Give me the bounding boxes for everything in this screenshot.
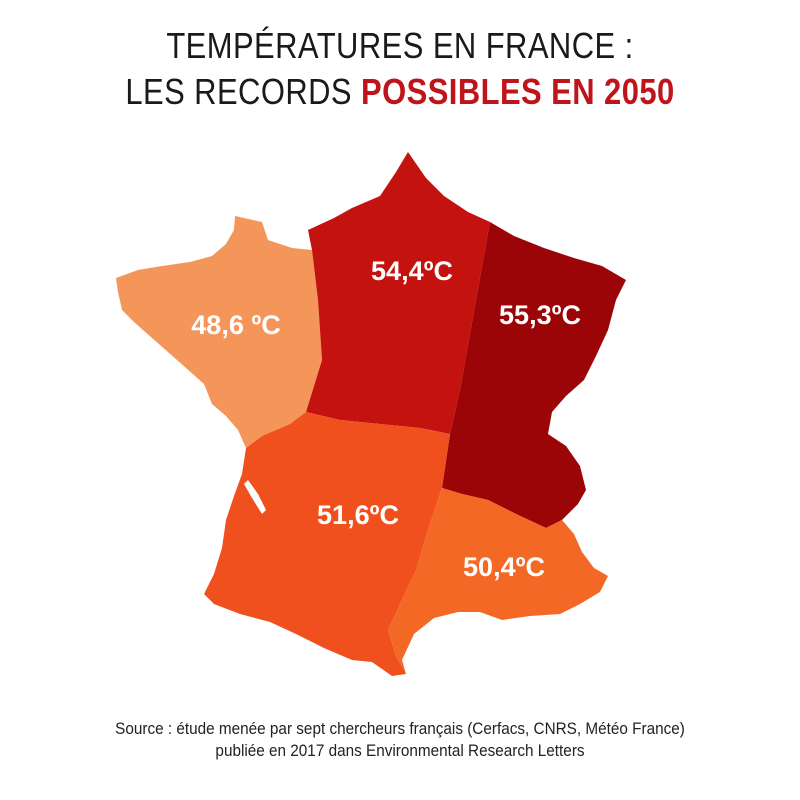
region-northeast [442, 222, 626, 528]
source-line-2: publiée en 2017 dans Environmental Resea… [215, 741, 585, 760]
gironde-estuary [244, 480, 266, 514]
region-north-label: 54,4ºC [371, 256, 453, 286]
region-northwest [116, 216, 322, 448]
region-north [306, 152, 490, 434]
region-southwest-label: 51,6ºC [317, 500, 399, 530]
region-southeast-label: 50,4ºC [463, 552, 545, 582]
title-line-2: LES RECORDS POSSIBLES EN 2050 [56, 72, 744, 112]
title-accent: POSSIBLES EN 2050 [361, 71, 675, 112]
region-northeast-label: 55,3ºC [499, 300, 581, 330]
region-northwest-label: 48,6 ºC [191, 310, 280, 340]
title-prefix: LES RECORDS [125, 71, 362, 112]
region-southwest [204, 412, 450, 676]
title-line-1: TEMPÉRATURES EN FRANCE : [166, 25, 634, 66]
source-line-1: Source : étude menée par sept chercheurs… [115, 719, 685, 738]
region-southeast [388, 488, 608, 674]
